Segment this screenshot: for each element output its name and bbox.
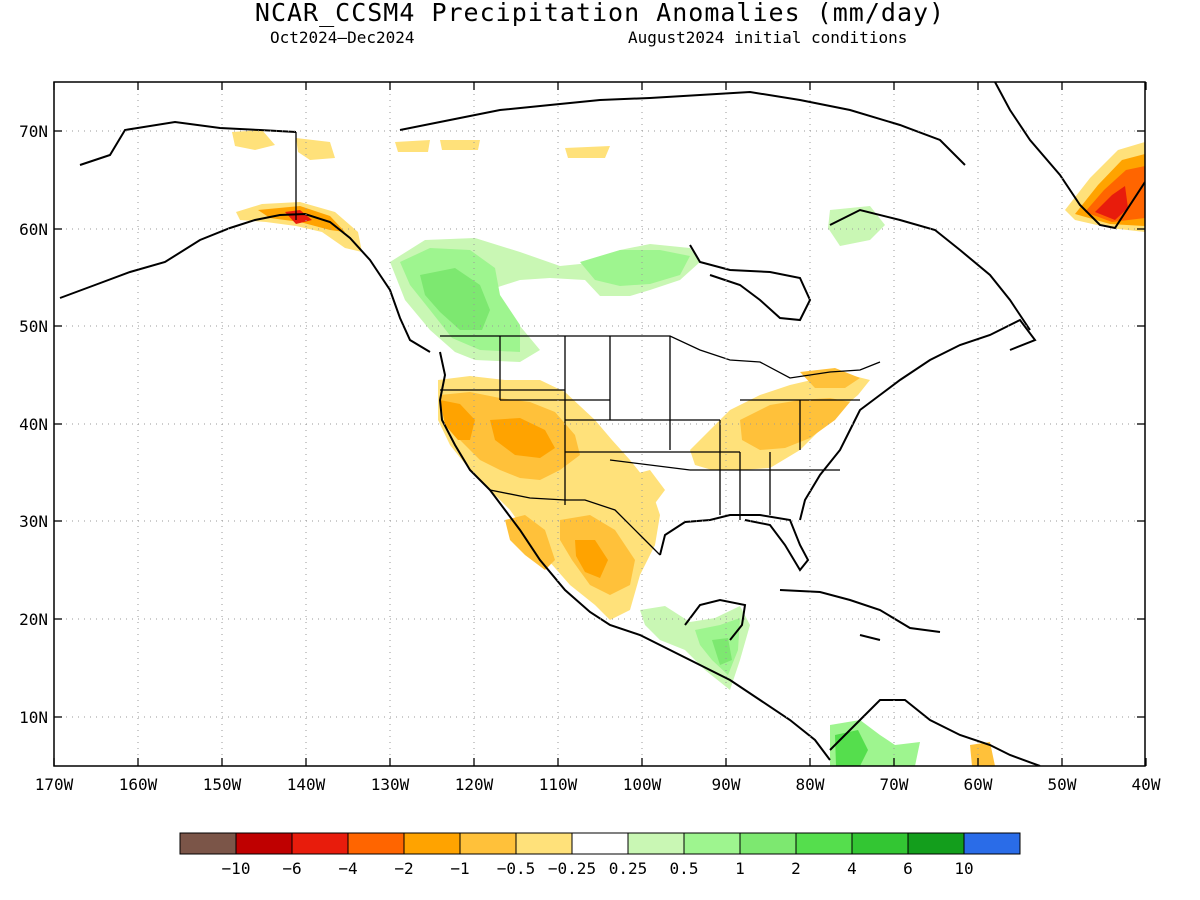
- anomaly-mexico-dry-core: [575, 540, 608, 578]
- us-mexico-border: [489, 489, 661, 556]
- colorbar-swatch-9: [683, 832, 741, 855]
- colorbar-label-13: 10: [954, 859, 973, 878]
- lat-label-20n: 20N: [19, 610, 48, 629]
- anomaly-alaska-north: [232, 130, 275, 150]
- greenland-coast: [994, 82, 1145, 230]
- colorbar-swatch-2: [291, 832, 349, 855]
- alaska-north-coast: [79, 120, 297, 166]
- lon-label-70w: 70W: [880, 775, 909, 794]
- lon-label-100w: 100W: [623, 775, 662, 794]
- anomaly-arctic-islands: [395, 140, 480, 152]
- colorbar-label-10: 2: [791, 859, 801, 878]
- colorbar-swatch-5: [459, 832, 517, 855]
- colorbar-swatch-1: [235, 832, 293, 855]
- gulf-coast: [659, 514, 810, 572]
- lon-label-140w: 140W: [287, 775, 326, 794]
- anomaly-shading: [232, 130, 1145, 766]
- anomaly-baja-dry: [505, 515, 555, 570]
- colorbar-label-2: −4: [338, 859, 357, 878]
- lat-label-10n: 10N: [19, 708, 48, 727]
- colorbar-label-11: 4: [847, 859, 857, 878]
- arctic-archipelago: [399, 90, 966, 166]
- colorbar-label-6: −0.25: [548, 859, 596, 878]
- colorbar-swatch-6: [515, 832, 573, 855]
- lon-label-120w: 120W: [455, 775, 494, 794]
- colorbar-label-8: 0.5: [670, 859, 699, 878]
- colorbar-label-7: 0.25: [609, 859, 648, 878]
- grid-lines: [54, 82, 1145, 766]
- lon-label-50w: 50W: [1048, 775, 1077, 794]
- west-coast-us: [438, 351, 831, 761]
- map-title: NCAR_CCSM4 Precipitation Anomalies (mm/d…: [254, 0, 946, 27]
- lon-label-90w: 90W: [712, 775, 741, 794]
- lon-label-80w: 80W: [796, 775, 825, 794]
- anomaly-venezuela-dry: [970, 742, 995, 766]
- coastlines: [59, 82, 1145, 766]
- colorbar-swatch-3: [347, 832, 405, 855]
- anomaly-east-dry-mid: [740, 398, 850, 450]
- colorbar-swatch-14: [963, 832, 1021, 855]
- lon-label-60w: 60W: [964, 775, 993, 794]
- anomaly-california-dry-core: [440, 400, 475, 440]
- colorbar-swatch-12: [851, 832, 909, 855]
- labrador-coast: [829, 208, 1031, 331]
- forecast-period: Oct2024–Dec2024: [270, 28, 415, 47]
- latitude-axis: 70N 60N 50N 40N 30N 20N 10N: [19, 122, 1145, 727]
- colorbar-label-3: −2: [394, 859, 413, 878]
- lon-label-170w: 170W: [35, 775, 74, 794]
- colorbar-swatch-7: [571, 832, 629, 855]
- lon-label-40w: 40W: [1132, 775, 1161, 794]
- lat-label-30n: 30N: [19, 512, 48, 531]
- lat-label-60n: 60N: [19, 220, 48, 239]
- anomaly-canada-central-wet: [580, 250, 690, 286]
- political-borders: [295, 132, 881, 556]
- initial-conditions: August2024 initial conditions: [628, 28, 908, 47]
- yucatan: [684, 598, 747, 641]
- lon-label-150w: 150W: [203, 775, 242, 794]
- anomaly-bc-wet-core: [420, 268, 490, 330]
- colorbar-label-4: −1: [450, 859, 469, 878]
- anomaly-quebec-wet: [828, 206, 885, 246]
- lon-label-160w: 160W: [119, 775, 158, 794]
- colorbar-swatch-4: [403, 832, 461, 855]
- colorbar-swatch-0: [179, 832, 237, 855]
- colorbar-label-9: 1: [735, 859, 745, 878]
- us-state-lines: [440, 336, 860, 520]
- alaska-coast: [59, 212, 431, 353]
- hudson-bay: [689, 244, 812, 322]
- anomaly-baffin: [565, 146, 610, 158]
- map-frame: [53, 81, 1146, 767]
- colorbar-label-5: −0.5: [497, 859, 536, 878]
- colorbar-swatch-13: [907, 832, 965, 855]
- anomaly-great-basin-dry-core: [490, 418, 555, 458]
- colorbar-label-12: 6: [903, 859, 913, 878]
- anomaly-greatlakes-dry: [800, 368, 860, 388]
- anomaly-yukon-north: [296, 138, 335, 160]
- colorbar-label-0: −10: [222, 859, 251, 878]
- anomaly-greenland-peak: [1095, 186, 1128, 220]
- anomaly-colombia-wet-core: [835, 730, 868, 766]
- anomaly-gulf-alaska-core: [285, 210, 312, 224]
- east-coast: [799, 318, 1037, 521]
- anomaly-central-america-wet-core: [712, 638, 732, 665]
- colorbar-label-1: −6: [282, 859, 301, 878]
- us-canada-border: [440, 335, 881, 379]
- colorbar-swatch-10: [739, 832, 797, 855]
- south-america-coast: [829, 699, 1041, 766]
- lat-label-70n: 70N: [19, 122, 48, 141]
- lon-label-110w: 110W: [539, 775, 578, 794]
- longitude-axis: 170W 160W 150W 140W 130W 120W 110W 100W 90W 80W 70…: [35, 82, 1161, 794]
- colorbar: −10 −6 −4 −2 −1 −0.5 −0.25 0.25 0.5 1 2 4 6 10: [179, 832, 1021, 878]
- caribbean: [779, 589, 941, 641]
- lat-label-50n: 50N: [19, 317, 48, 336]
- colorbar-swatch-8: [627, 832, 685, 855]
- lon-label-130w: 130W: [371, 775, 410, 794]
- lat-label-40n: 40N: [19, 415, 48, 434]
- colorbar-swatch-11: [795, 832, 853, 855]
